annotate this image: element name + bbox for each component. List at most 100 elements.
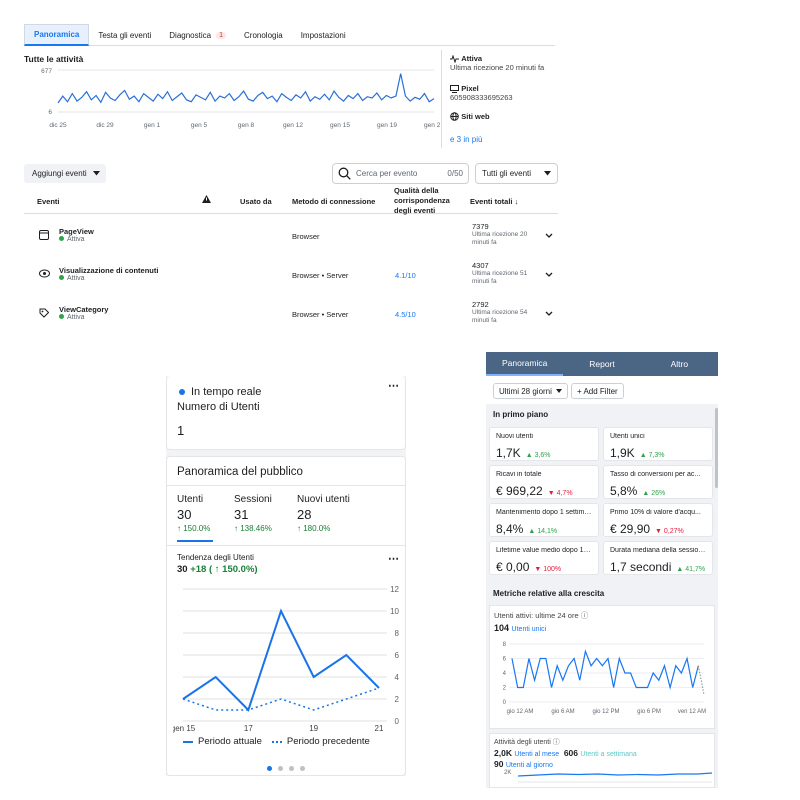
tab-report[interactable]: Report <box>563 352 640 376</box>
metric-value: € 969,22 <box>496 484 543 498</box>
metric-title: Tasso di conversioni per ac... <box>610 471 701 478</box>
event-quality[interactable]: 4.1/10 <box>395 271 416 280</box>
event-name: Visualizzazione di contenuti <box>59 266 159 275</box>
metric-delta-up: ▲ 26% <box>642 490 666 497</box>
x-tick-label: gen 22 <box>424 122 440 129</box>
search-count: 0/50 <box>447 169 463 178</box>
metric-title: Mantenimento dopo 1 settiman... <box>496 509 592 516</box>
search-placeholder: Cerca per evento <box>356 169 418 178</box>
metric-users[interactable]: Utenti 30 ↑ 150.0% <box>177 494 217 533</box>
tag-icon <box>39 308 49 318</box>
more-options-icon[interactable]: ⋯ <box>388 380 399 392</box>
live-dot <box>179 389 185 395</box>
metric-card[interactable]: Utenti unici 1,9K ▲ 7,3% <box>603 427 713 461</box>
weekly-value: 606 <box>563 748 579 758</box>
tab-label: Impostazioni <box>300 30 346 40</box>
x-tick-label: gen 19 <box>377 122 397 129</box>
page-dot[interactable] <box>289 766 294 771</box>
event-total: 2792 <box>472 300 489 309</box>
event-method: Browser • Server <box>292 271 349 280</box>
search-icon <box>338 167 351 180</box>
monthly-label: Utenti al mese <box>514 751 560 758</box>
metric-value: 8,4% <box>496 522 524 536</box>
tab-testa-eventi[interactable]: Testa gli eventi <box>89 24 160 46</box>
scrollbar[interactable] <box>715 408 718 488</box>
y-tick-label: 8 <box>395 629 400 638</box>
search-input[interactable]: Cerca per evento 0/50 <box>332 163 469 184</box>
filter-events-select[interactable]: Tutti gli eventi <box>475 163 558 184</box>
add-filter-label: + Add Filter <box>577 386 618 396</box>
chevron-down-icon[interactable] <box>545 272 553 278</box>
event-status: Attiva <box>67 314 85 321</box>
info-icon[interactable]: ⓘ <box>552 739 560 746</box>
event-method: Browser • Server <box>292 310 349 319</box>
tab-impostazioni[interactable]: Impostazioni <box>292 24 355 46</box>
metric-card[interactable]: Mantenimento dopo 1 settiman... 8,4% ▲ 14… <box>489 503 599 537</box>
x-tick-label: dic 29 <box>96 122 114 129</box>
metric-card[interactable]: Primo 10% di valore d'acqu... € 29,90 ▼ 0… <box>603 503 713 537</box>
table-row[interactable]: ViewCategory Attiva Browser • Server 4.5… <box>24 297 558 325</box>
more-sites-link[interactable]: e 3 in più <box>450 135 483 144</box>
col-total[interactable]: Eventi totali ↓ <box>470 197 519 206</box>
metric-title: Primo 10% di valore d'acqu... <box>610 509 701 516</box>
metric-sessions[interactable]: Sessioni 31 ↑ 138.46% <box>234 494 272 533</box>
metric-value: 1,7 secondi <box>610 560 672 574</box>
y-tick-label: 677 <box>41 68 52 75</box>
more-options-icon[interactable]: ⋯ <box>388 553 399 565</box>
y-tick-label: 2 <box>395 695 400 704</box>
audience-card: Panoramica del pubblico Utenti 30 ↑ 150.… <box>166 456 406 776</box>
page-dot[interactable] <box>278 766 283 771</box>
x-tick-label: gio 12 PM <box>592 709 619 715</box>
series-line-previous <box>182 687 380 711</box>
event-name: PageView <box>59 227 94 236</box>
table-row[interactable]: PageView Attiva Browser 7379 Ultima rice… <box>24 219 558 255</box>
date-range-select[interactable]: Ultimi 28 giorni <box>493 383 568 399</box>
metric-card[interactable]: Durata mediana della sessione 1,7 second… <box>603 541 713 575</box>
metric-value: 30 <box>177 507 192 522</box>
metric-new-users[interactable]: Nuovi utenti 28 ↑ 180.0% <box>297 494 350 533</box>
caret-down-icon <box>92 171 100 176</box>
metric-label: Nuovi utenti <box>297 494 350 505</box>
metric-card[interactable]: Nuovi utenti 1,7K ▲ 3,6% <box>489 427 599 461</box>
event-quality[interactable]: 4.5/10 <box>395 310 416 319</box>
metric-value: 5,8% <box>610 484 638 498</box>
tab-panoramica[interactable]: Panoramica <box>24 24 90 46</box>
tab-label: Cronologia <box>244 30 283 40</box>
x-tick-label: gio 6 AM <box>551 709 574 715</box>
sidebar-divider <box>441 50 442 148</box>
metric-card[interactable]: Tasso di conversioni per ac... 5,8% ▲ 26% <box>603 465 713 499</box>
activity-title: Attività degli utenti ⓘ <box>494 739 560 746</box>
diagnostics-badge: 1 <box>216 31 226 39</box>
chevron-down-icon[interactable] <box>545 311 553 317</box>
active-unit: Utenti unici <box>511 626 547 633</box>
metric-card[interactable]: Lifetime value medio dopo 1 set... € 0,0… <box>489 541 599 575</box>
tab-altro[interactable]: Altro <box>641 352 718 376</box>
caret-down-icon <box>555 389 562 393</box>
metric-title: Durata mediana della sessione <box>610 547 706 554</box>
legend-previous: Periodo precedente <box>271 736 370 747</box>
x-tick-label: gio 6 PM <box>637 709 661 715</box>
metric-card[interactable]: Ricavi in totale € 969,22 ▼ 4,7% <box>489 465 599 499</box>
add-events-button[interactable]: Aggiungi eventi <box>24 164 106 183</box>
daily-summary: 90 Utenti al giorno <box>494 759 553 769</box>
chevron-down-icon[interactable] <box>545 233 553 239</box>
legend-label: Periodo precedente <box>286 736 370 747</box>
date-range-label: Ultimi 28 giorni <box>499 386 552 396</box>
page-dot[interactable] <box>300 766 305 771</box>
tab-panoramica[interactable]: Panoramica <box>486 352 564 376</box>
add-filter-button[interactable]: + Add Filter <box>571 383 624 399</box>
info-icon[interactable]: ⓘ <box>580 611 589 620</box>
x-tick-label: 19 <box>309 724 318 733</box>
metric-value: 1,9K <box>610 446 635 460</box>
tab-diagnostica[interactable]: Diagnostica 1 <box>160 24 235 46</box>
metric-value: 1,7K <box>496 446 521 460</box>
status-dot <box>59 275 64 280</box>
table-row[interactable]: Visualizzazione di contenuti Attiva Brow… <box>24 258 558 294</box>
page-dot[interactable] <box>267 766 272 771</box>
tab-cronologia[interactable]: Cronologia <box>235 24 292 46</box>
audience-title: Panoramica del pubblico <box>177 466 303 478</box>
event-total: 7379 <box>472 222 489 231</box>
highlight-title: In primo piano <box>493 410 549 419</box>
event-method: Browser <box>292 232 320 241</box>
event-total-cell: 7379 Ultima ricezione 20 minuti fa <box>472 222 530 247</box>
